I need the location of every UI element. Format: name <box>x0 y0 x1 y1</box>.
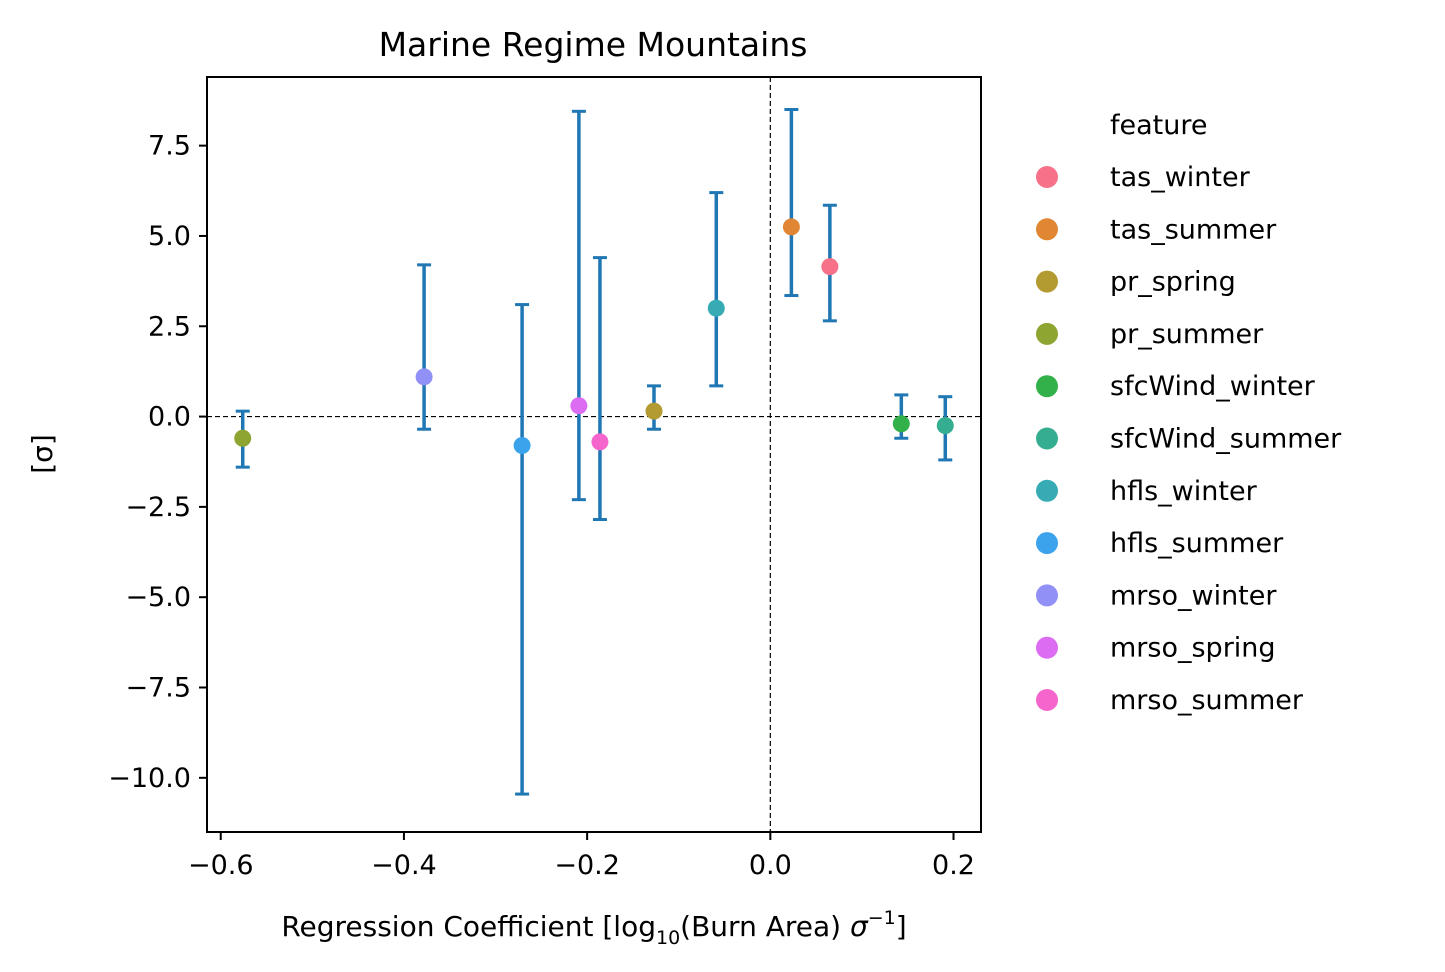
point-tas_summer <box>782 218 800 236</box>
chart-title: Marine Regime Mountains <box>379 25 808 64</box>
y-tick-label: 2.5 <box>148 311 191 342</box>
x-tick-label: −0.4 <box>371 850 437 881</box>
x-tick-label: −0.2 <box>554 850 620 881</box>
legend-marker <box>1036 270 1058 293</box>
legend-label: sfcWind_winter <box>1110 371 1316 402</box>
x-axis-label-sup: −1 <box>868 907 896 929</box>
legend-label: sfcWind_summer <box>1110 424 1342 455</box>
y-axis-label: [σ] <box>26 434 59 474</box>
legend-label: pr_summer <box>1110 319 1264 350</box>
legend-item-tas_winter: tas_winter <box>1036 162 1251 193</box>
errorbar-tas_summer <box>784 108 799 298</box>
y-tick-label: −5.0 <box>125 582 191 613</box>
errorbar-hfls_summer <box>515 303 530 796</box>
y-tick-label: 7.5 <box>148 131 191 162</box>
errorbar-hfls_winter <box>709 191 724 388</box>
errorbar-mrso_winter <box>417 263 432 431</box>
plot-frame <box>206 76 982 833</box>
legend-marker <box>1036 166 1058 188</box>
legend-marker <box>1036 322 1058 345</box>
legend-marker <box>1036 532 1058 555</box>
legend-item-mrso_winter: mrso_winter <box>1036 580 1277 611</box>
legend-item-pr_spring: pr_spring <box>1036 267 1236 298</box>
x-axis-label-pre: Regression Coefficient [log <box>281 910 656 943</box>
legend-item-pr_summer: pr_summer <box>1036 319 1264 350</box>
legend-item-mrso_spring: mrso_spring <box>1036 633 1276 664</box>
point-pr_summer <box>234 429 252 447</box>
x-tick-label: −0.6 <box>188 850 254 881</box>
point-hfls_winter <box>707 299 725 317</box>
x-axis-label: Regression Coefficient [log10(Burn Area)… <box>281 907 906 949</box>
legend-marker <box>1036 636 1058 659</box>
y-axis: 7.5 5.0 2.5 0.0 −2.5 −5.0 −7.5 −10.0 <box>108 131 207 794</box>
point-mrso_summer <box>591 433 609 451</box>
point-hfls_summer <box>513 436 531 454</box>
legend-marker <box>1036 427 1058 450</box>
x-axis-label-sub: 10 <box>656 927 680 949</box>
x-tick-label: 0.0 <box>749 850 792 881</box>
legend-label: pr_spring <box>1110 267 1236 298</box>
legend-item-hfls_winter: hfls_winter <box>1036 476 1258 507</box>
legend-item-mrso_summer: mrso_summer <box>1036 685 1304 716</box>
legend-marker <box>1036 375 1058 398</box>
x-axis-label-sym: σ <box>850 910 869 943</box>
legend-label: mrso_spring <box>1110 633 1276 664</box>
legend-marker <box>1036 584 1058 607</box>
point-sfcWind_winter <box>892 415 910 433</box>
y-tick-label: −7.5 <box>125 673 191 704</box>
legend: feature tas_winter tas_summer pr_spring pr_… <box>1036 110 1342 716</box>
legend-item-tas_summer: tas_summer <box>1036 214 1277 245</box>
legend-item-sfcWind_summer: sfcWind_summer <box>1036 424 1342 455</box>
legend-label: tas_winter <box>1110 162 1251 193</box>
point-mrso_spring <box>570 397 588 415</box>
legend-label: mrso_summer <box>1110 685 1304 716</box>
x-axis-label-mid: (Burn Area) <box>680 910 850 943</box>
legend-label: tas_summer <box>1110 214 1277 245</box>
x-tick-label: 0.2 <box>932 850 975 881</box>
y-tick-label: 0.0 <box>148 402 191 433</box>
legend-marker <box>1036 689 1058 711</box>
legend-label: mrso_winter <box>1110 580 1277 611</box>
errorbar-mrso_spring <box>571 109 586 502</box>
legend-marker <box>1036 479 1058 502</box>
legend-marker <box>1036 218 1058 241</box>
errorbar-mrso_summer <box>592 256 607 522</box>
y-tick-label: −2.5 <box>125 492 191 523</box>
legend-label: hfls_winter <box>1110 476 1258 507</box>
point-pr_spring <box>645 402 663 420</box>
legend-title: feature <box>1110 110 1207 141</box>
legend-item-sfcWind_winter: sfcWind_winter <box>1036 371 1316 402</box>
point-sfcWind_summer <box>936 417 954 435</box>
y-tick-label: 5.0 <box>148 221 191 252</box>
legend-label: hfls_summer <box>1110 528 1284 559</box>
x-axis-label-post: ] <box>896 910 907 943</box>
point-mrso_winter <box>415 368 433 386</box>
legend-item-hfls_summer: hfls_summer <box>1036 528 1284 559</box>
y-tick-label: −10.0 <box>108 763 191 794</box>
point-tas_winter <box>821 258 839 276</box>
x-axis: −0.6 −0.4 −0.2 0.0 0.2 <box>188 832 975 881</box>
plot-area <box>206 76 982 833</box>
